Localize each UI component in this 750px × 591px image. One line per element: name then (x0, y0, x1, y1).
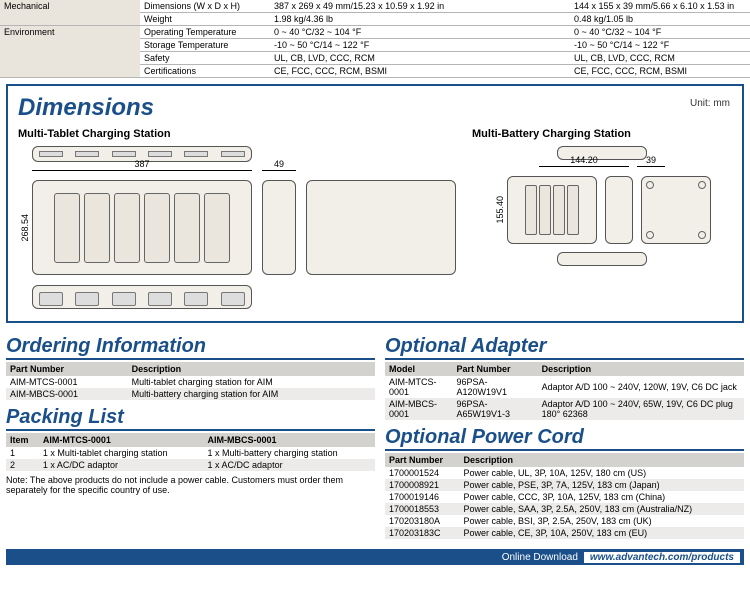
packing-note: Note: The above products do not include … (6, 475, 369, 495)
spec-category: Mechanical (0, 0, 140, 26)
spec-value: 0 ~ 40 °C/32 ~ 104 °F (270, 26, 570, 39)
table-row: 1700018553Power cable, SAA, 3P, 2.5A, 25… (385, 503, 744, 515)
spec-label: Certifications (140, 65, 270, 78)
spec-category: Environment (0, 26, 140, 78)
table-header: Model (385, 362, 453, 376)
dim-d2: 39 (637, 155, 665, 165)
table-row: 1700019146Power cable, CCC, 3P, 10A, 125… (385, 491, 744, 503)
table-cell: 1 x AC/DC adaptor (39, 459, 204, 471)
cord-table: Part NumberDescription 1700001524Power c… (385, 453, 744, 539)
cord-title: Optional Power Cord (385, 426, 744, 451)
table-cell: Multi-battery charging station for AIM (128, 388, 375, 400)
packing-table: ItemAIM-MTCS-0001AIM-MBCS-0001 11 x Mult… (6, 433, 375, 471)
table-cell: 1700018553 (385, 503, 460, 515)
footer-label: Online Download (502, 552, 578, 563)
spec-value: -10 ~ 50 °C/14 ~ 122 °F (270, 39, 570, 52)
table-row: 1700008921Power cable, PSE, 3P, 7A, 125V… (385, 479, 744, 491)
table-header: Part Number (385, 453, 460, 467)
spec-value: 0 ~ 40 °C/32 ~ 104 °F (570, 26, 750, 39)
table-cell: 2 (6, 459, 39, 471)
adapter-table: ModelPart NumberDescription AIM-MTCS-000… (385, 362, 744, 420)
table-row: 170203180APower cable, BSI, 3P, 2.5A, 25… (385, 515, 744, 527)
table-row: 1700001524Power cable, UL, 3P, 10A, 125V… (385, 467, 744, 479)
dim-d1: 49 (262, 159, 296, 169)
table-cell: Power cable, UL, 3P, 10A, 125V, 180 cm (… (460, 467, 744, 479)
table-cell: Adaptor A/D 100 ~ 240V, 120W, 19V, C6 DC… (538, 376, 744, 398)
tablet-subhead: Multi-Tablet Charging Station (18, 128, 458, 140)
spec-value: CE, FCC, CCC, RCM, BSMI (570, 65, 750, 78)
table-header: Description (538, 362, 744, 376)
table-row: AIM-MBCS-0001Multi-battery charging stat… (6, 388, 375, 400)
table-cell: 1700019146 (385, 491, 460, 503)
table-header: Description (128, 362, 375, 376)
spec-value: CE, FCC, CCC, RCM, BSMI (270, 65, 570, 78)
dimensions-section: Dimensions Unit: mm Multi-Tablet Chargin… (6, 84, 744, 323)
spec-label: Safety (140, 52, 270, 65)
spec-value: 1.98 kg/4.36 lb (270, 13, 570, 26)
table-cell: Adaptor A/D 100 ~ 240V, 65W, 19V, C6 DC … (538, 398, 744, 420)
table-cell: 1 x AC/DC adaptor (204, 459, 375, 471)
dim-h2: 155.40 (495, 196, 505, 224)
table-cell: AIM-MBCS-0001 (385, 398, 453, 420)
multi-battery-diagram: Multi-Battery Charging Station 144.20 39… (472, 122, 732, 309)
spec-table: MechanicalDimensions (W x D x H)387 x 26… (0, 0, 750, 78)
table-row: 11 x Multi-tablet charging station1 x Mu… (6, 447, 375, 459)
table-cell: Power cable, SAA, 3P, 2.5A, 250V, 183 cm… (460, 503, 744, 515)
table-cell: 96PSA-A120W19V1 (453, 376, 538, 398)
battery-subhead: Multi-Battery Charging Station (472, 128, 732, 140)
dimensions-unit: Unit: mm (690, 98, 730, 109)
spec-value: UL, CB, LVD, CCC, RCM (270, 52, 570, 65)
dim-w1: 387 (32, 159, 252, 169)
table-header: AIM-MBCS-0001 (204, 433, 375, 447)
spec-value: -10 ~ 50 °C/14 ~ 122 °F (570, 39, 750, 52)
dim-w2: 144.20 (539, 155, 629, 165)
table-cell: Multi-tablet charging station for AIM (128, 376, 375, 388)
multi-tablet-diagram: Multi-Tablet Charging Station 387 (18, 122, 458, 309)
ordering-title: Ordering Information (6, 335, 375, 360)
table-row: AIM-MBCS-000196PSA-A65W19V1-3Adaptor A/D… (385, 398, 744, 420)
dimensions-title: Dimensions (18, 94, 732, 122)
spec-value: 387 x 269 x 49 mm/15.23 x 10.59 x 1.92 i… (270, 0, 570, 13)
table-cell: 96PSA-A65W19V1-3 (453, 398, 538, 420)
spec-label: Weight (140, 13, 270, 26)
table-cell: AIM-MTCS-0001 (6, 376, 128, 388)
table-row: AIM-MTCS-0001Multi-tablet charging stati… (6, 376, 375, 388)
ordering-table: Part NumberDescription AIM-MTCS-0001Mult… (6, 362, 375, 400)
table-cell: 1 (6, 447, 39, 459)
table-cell: Power cable, PSE, 3P, 7A, 125V, 183 cm (… (460, 479, 744, 491)
table-header: AIM-MTCS-0001 (39, 433, 204, 447)
table-cell: 1 x Multi-tablet charging station (39, 447, 204, 459)
spec-value: 144 x 155 x 39 mm/5.66 x 6.10 x 1.53 in (570, 0, 750, 13)
packing-title: Packing List (6, 406, 375, 431)
table-cell: Power cable, CE, 3P, 10A, 250V, 183 cm (… (460, 527, 744, 539)
table-cell: Power cable, BSI, 3P, 2.5A, 250V, 183 cm… (460, 515, 744, 527)
footer-bar: Online Download www.advantech.com/produc… (6, 549, 744, 565)
table-header: Description (460, 453, 744, 467)
table-cell: 1700001524 (385, 467, 460, 479)
adapter-title: Optional Adapter (385, 335, 744, 360)
table-row: AIM-MTCS-000196PSA-A120W19V1Adaptor A/D … (385, 376, 744, 398)
spec-label: Storage Temperature (140, 39, 270, 52)
spec-value: 0.48 kg/1.05 lb (570, 13, 750, 26)
table-row: 21 x AC/DC adaptor1 x AC/DC adaptor (6, 459, 375, 471)
table-cell: 170203183C (385, 527, 460, 539)
table-cell: 1700008921 (385, 479, 460, 491)
spec-label: Dimensions (W x D x H) (140, 0, 270, 13)
spec-value: UL, CB, LVD, CCC, RCM (570, 52, 750, 65)
table-cell: AIM-MBCS-0001 (6, 388, 128, 400)
footer-url[interactable]: www.advantech.com/products (584, 552, 740, 563)
dim-h1: 268.54 (20, 214, 30, 242)
table-cell: 1 x Multi-battery charging station (204, 447, 375, 459)
table-header: Item (6, 433, 39, 447)
table-header: Part Number (6, 362, 128, 376)
table-row: 170203183CPower cable, CE, 3P, 10A, 250V… (385, 527, 744, 539)
spec-label: Operating Temperature (140, 26, 270, 39)
table-header: Part Number (453, 362, 538, 376)
table-cell: AIM-MTCS-0001 (385, 376, 453, 398)
table-cell: 170203180A (385, 515, 460, 527)
table-cell: Power cable, CCC, 3P, 10A, 125V, 183 cm … (460, 491, 744, 503)
